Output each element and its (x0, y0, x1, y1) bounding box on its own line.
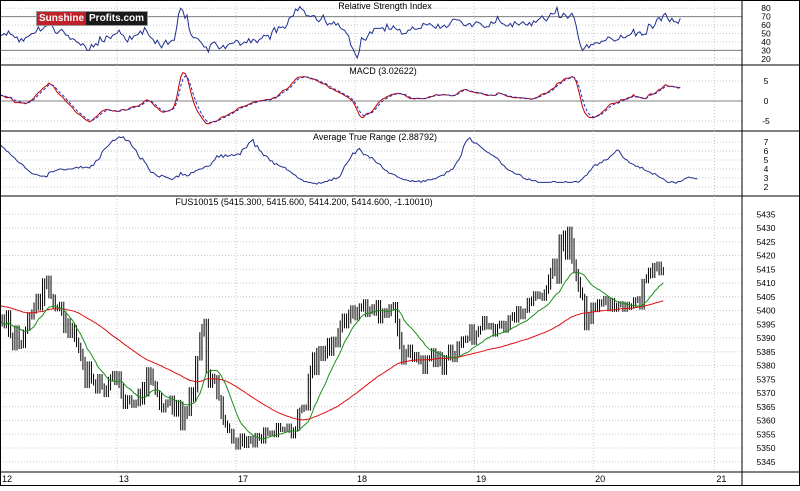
rsi-line (0, 5, 681, 60)
y-tick-label: 0 (764, 96, 769, 106)
y-tick-label: 5380 (757, 361, 776, 371)
y-tick-label: 5425 (757, 237, 776, 247)
panel-title: MACD (3.02622) (349, 66, 417, 76)
y-tick-label: 5430 (757, 223, 776, 233)
y-tick-label: 5370 (757, 388, 776, 398)
atr-line (0, 136, 698, 185)
moving-average-long (0, 300, 664, 421)
y-tick-label: 30 (761, 45, 771, 55)
y-tick-label: 5435 (757, 209, 776, 219)
x-tick-label: 17 (238, 474, 248, 484)
macd-signal-line (0, 75, 681, 124)
y-tick-label: 80 (761, 3, 771, 13)
macd-line (0, 71, 681, 125)
moving-average-short (0, 271, 664, 440)
x-tick-label: 20 (595, 474, 605, 484)
sunshine-profits-logo: Sunshine Profits.com (36, 11, 149, 26)
y-tick-label: 5345 (757, 457, 776, 467)
x-tick-label: 12 (2, 474, 12, 484)
y-tick-label: -5 (762, 116, 770, 126)
y-tick-label: 5390 (757, 333, 776, 343)
y-tick-label: 4 (764, 164, 769, 174)
panel-title: Relative Strength Index (338, 1, 432, 11)
panel-title: Average True Range (2.88792) (313, 132, 437, 142)
x-tick-label: 18 (357, 474, 367, 484)
y-tick-label: 5405 (757, 292, 776, 302)
logo-part2: Profits.com (86, 12, 148, 25)
y-tick-label: 5420 (757, 251, 776, 261)
y-tick-label: 5360 (757, 416, 776, 426)
y-tick-label: 3 (764, 173, 769, 183)
y-tick-label: 5385 (757, 347, 776, 357)
y-tick-label: 5375 (757, 374, 776, 384)
y-tick-label: 60 (761, 20, 771, 30)
y-tick-label: 5 (764, 155, 769, 165)
y-tick-label: 5395 (757, 319, 776, 329)
x-tick-label: 13 (119, 474, 129, 484)
y-tick-label: 50 (761, 29, 771, 39)
y-tick-label: 7 (764, 137, 769, 147)
y-tick-label: 20 (761, 54, 771, 64)
logo-part1: Sunshine (37, 12, 87, 25)
y-tick-label: 5400 (757, 306, 776, 316)
y-tick-label: 70 (761, 12, 771, 22)
y-tick-label: 6 (764, 146, 769, 156)
panel-title: FUS10015 (5415.300, 5415.600, 5414.200, … (175, 197, 432, 207)
x-tick-label: 21 (716, 474, 726, 484)
y-tick-label: 40 (761, 37, 771, 47)
y-tick-label: 5 (764, 76, 769, 86)
y-tick-label: 5350 (757, 443, 776, 453)
y-tick-label: 2 (764, 182, 769, 192)
y-tick-label: 5365 (757, 402, 776, 412)
x-tick-label: 19 (476, 474, 486, 484)
y-tick-label: 5355 (757, 429, 776, 439)
y-tick-label: 5415 (757, 264, 776, 274)
y-tick-label: 5410 (757, 278, 776, 288)
